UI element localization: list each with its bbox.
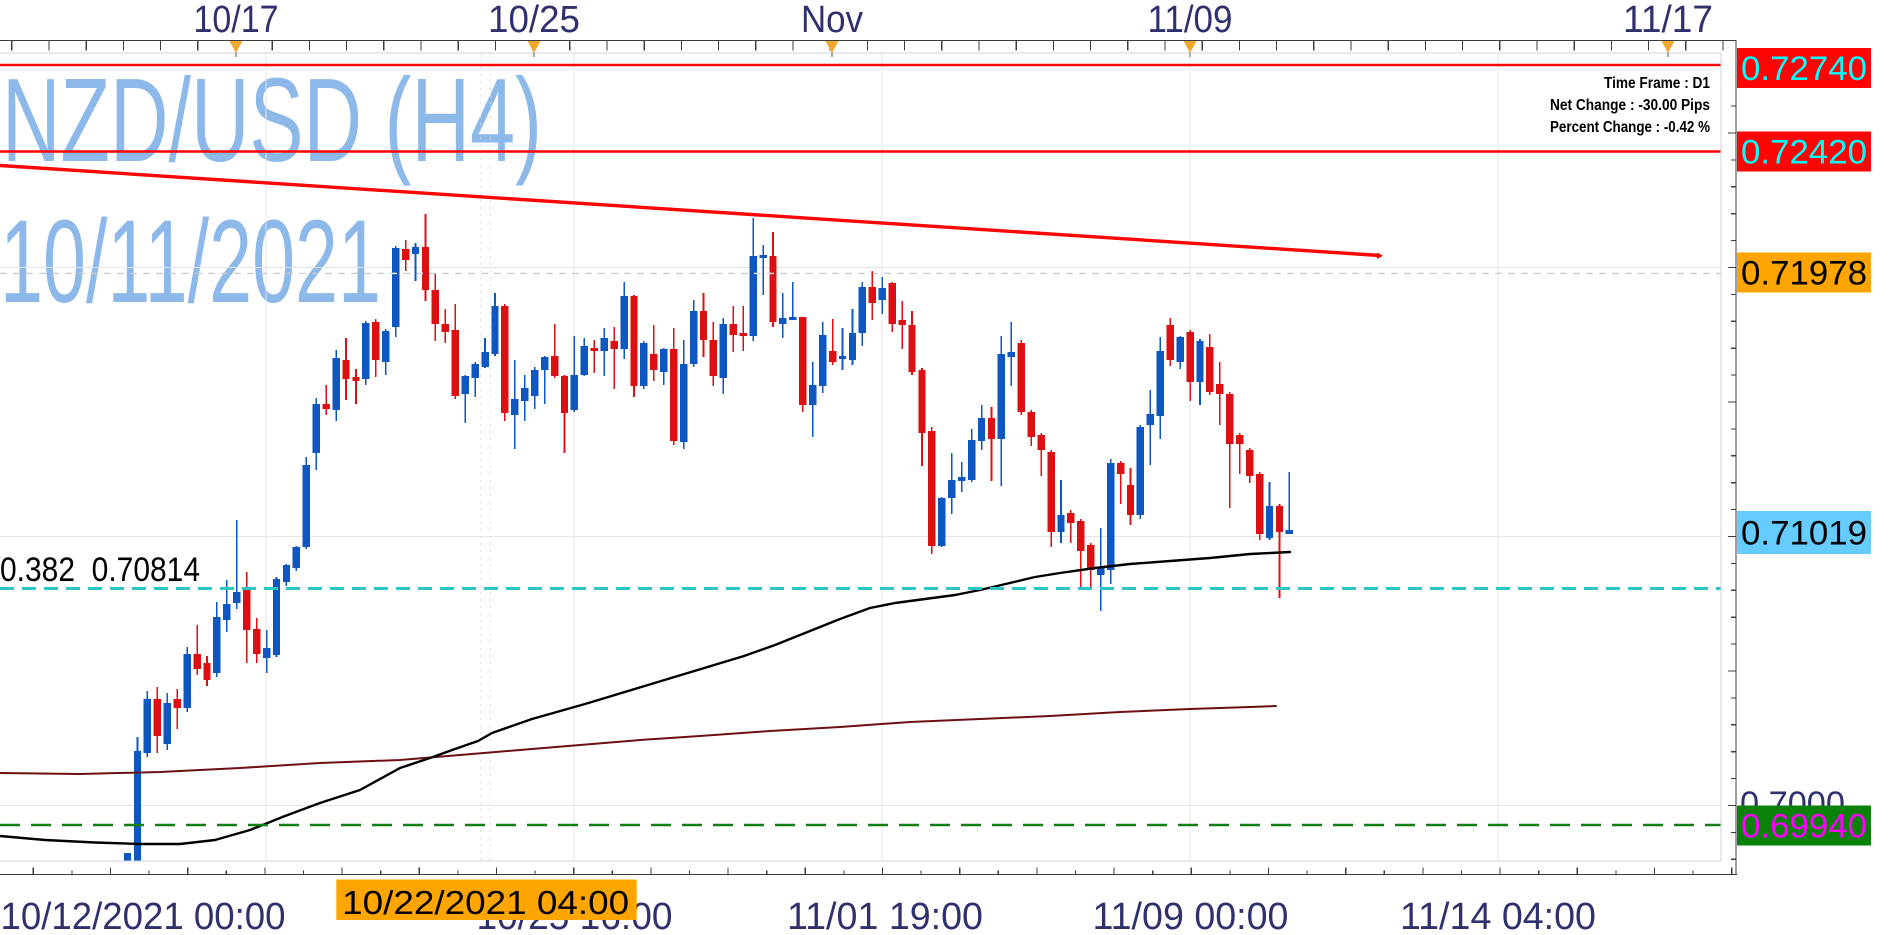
svg-text:11/09 00:00: 11/09 00:00 (1093, 896, 1289, 935)
svg-text:10/12/2021 00:00: 10/12/2021 00:00 (1, 896, 286, 935)
svg-text:11/14 04:00: 11/14 04:00 (1400, 896, 1596, 935)
svg-text:11/09: 11/09 (1148, 0, 1233, 41)
svg-text:0.71978: 0.71978 (1741, 255, 1867, 293)
svg-text:10/17: 10/17 (194, 0, 279, 41)
svg-text:0.69940: 0.69940 (1741, 808, 1867, 846)
svg-text:10/22/2021 04:00: 10/22/2021 04:00 (342, 884, 629, 921)
svg-text:0.72740: 0.72740 (1741, 50, 1867, 88)
svg-text:0.71019: 0.71019 (1741, 515, 1867, 553)
svg-text:Net Change : -30.00 Pips: Net Change : -30.00 Pips (1550, 97, 1710, 114)
svg-text:Time Frame : D1: Time Frame : D1 (1604, 75, 1710, 92)
svg-text:11/17: 11/17 (1623, 0, 1713, 41)
svg-text:0.72420: 0.72420 (1741, 134, 1867, 172)
svg-text:NZD/USD (H4): NZD/USD (H4) (2, 54, 542, 187)
svg-text:Nov: Nov (801, 0, 863, 41)
svg-text:10/25: 10/25 (488, 0, 580, 41)
svg-text:0.382 0.70814: 0.382 0.70814 (0, 551, 200, 589)
svg-text:Percent Change : -0.42 %: Percent Change : -0.42 % (1550, 119, 1710, 136)
svg-text:10/11/2021: 10/11/2021 (0, 196, 381, 328)
svg-text:11/01 19:00: 11/01 19:00 (787, 896, 983, 935)
